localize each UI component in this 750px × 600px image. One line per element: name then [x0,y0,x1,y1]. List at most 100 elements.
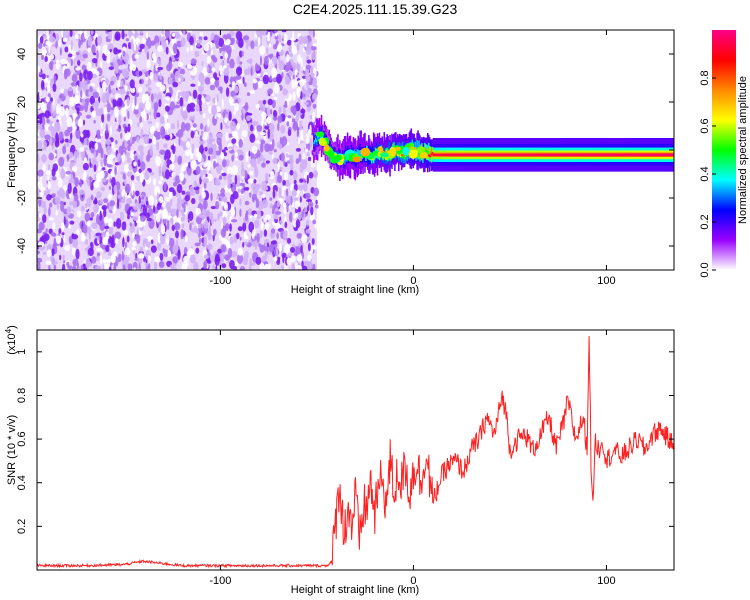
noise-speckle [262,74,270,85]
noise-speckle [255,183,262,189]
noise-speckle [249,58,253,65]
noise-speckle [153,72,157,82]
noise-speckle [202,113,206,119]
ridge-band [646,153,648,156]
noise-speckle [50,104,53,116]
noise-speckle [267,31,271,36]
noise-speckle [294,69,298,76]
noise-speckle [312,30,315,38]
ridge-band [647,153,650,156]
noise-speckle [75,67,81,71]
noise-speckle [282,254,285,264]
noise-speckle [172,43,178,54]
noise-speckle [248,265,252,270]
noise-speckle [192,89,198,99]
noise-speckle [139,172,144,183]
noise-speckle [180,37,186,48]
noise-speckle [217,212,220,221]
ridge-band [498,153,500,156]
noise-speckle [148,111,151,115]
ridge-band [543,153,546,156]
ridge-band [457,153,460,156]
ridge-band [500,153,502,156]
noise-speckle [274,35,279,40]
noise-speckle [67,88,73,92]
noise-speckle [179,171,185,182]
ridge-band [456,153,459,156]
noise-speckle [284,179,291,187]
noise-speckle [137,159,141,168]
noise-speckle [166,219,170,231]
noise-speckle [304,43,307,48]
noise-speckle [300,108,306,114]
ridge-band [588,153,590,156]
noise-speckle [169,163,175,170]
noise-speckle [132,261,138,270]
noise-speckle [291,263,296,270]
noise-speckle [87,36,91,47]
ridge-band [649,153,652,156]
noise-speckle [108,185,112,190]
ridge-band [567,153,570,156]
noise-speckle [159,234,166,245]
ridge-band [486,153,489,156]
noise-speckle [293,170,298,181]
ridge-band [612,153,614,156]
noise-speckle [170,208,177,217]
ridge-band [430,150,433,162]
noise-speckle [86,129,90,139]
noise-speckle [261,111,267,120]
noise-speckle [110,242,116,249]
ridge-band [440,153,442,156]
noise-speckle [272,189,276,199]
ridge-band [636,153,638,156]
noise-speckle [139,43,146,49]
noise-speckle [152,177,157,186]
noise-speckle [114,231,122,240]
ridge-band [314,138,317,141]
noise-speckle [153,205,156,213]
noise-speckle [301,85,305,93]
noise-speckle [106,113,111,122]
colorbar-tick-label: 0.4 [699,166,711,181]
ridge-band [548,153,551,156]
ridge-band [490,153,493,156]
ridge-band [661,153,664,156]
noise-speckle [309,201,314,208]
noise-speckle [259,55,263,66]
noise-speckle [136,136,140,143]
noise-speckle [208,105,212,114]
noise-speckle [225,159,230,167]
ridge-band [509,153,512,156]
snr-frame [36,329,675,571]
noise-speckle [234,151,238,158]
noise-speckle [141,194,145,200]
noise-speckle [156,141,160,151]
noise-speckle [80,133,84,138]
ridge-band [496,153,498,156]
noise-speckle [55,235,62,245]
noise-speckle [169,264,175,269]
noise-speckle [40,80,45,90]
noise-speckle [286,97,290,109]
noise-speckle [191,58,197,65]
ridge-band [603,153,606,156]
ridge-band [653,153,656,156]
ridge-band [472,153,474,156]
noise-speckle [130,174,135,181]
noise-speckle [177,249,181,260]
ridge-band [315,140,318,146]
noise-speckle [206,259,212,264]
noise-speckle [106,164,113,168]
noise-speckle [175,230,179,239]
noise-speckle [259,142,264,153]
noise-speckle [95,247,102,252]
noise-speckle [87,47,92,53]
noise-speckle [135,202,142,206]
noise-speckle [225,87,230,97]
noise-speckle [148,87,152,93]
noise-speckle [121,30,125,40]
ridge-band [400,154,403,156]
ridge-band [561,153,563,156]
noise-speckle [153,130,159,138]
